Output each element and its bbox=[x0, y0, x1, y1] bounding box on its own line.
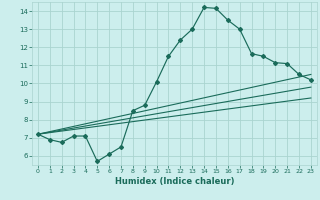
X-axis label: Humidex (Indice chaleur): Humidex (Indice chaleur) bbox=[115, 177, 234, 186]
